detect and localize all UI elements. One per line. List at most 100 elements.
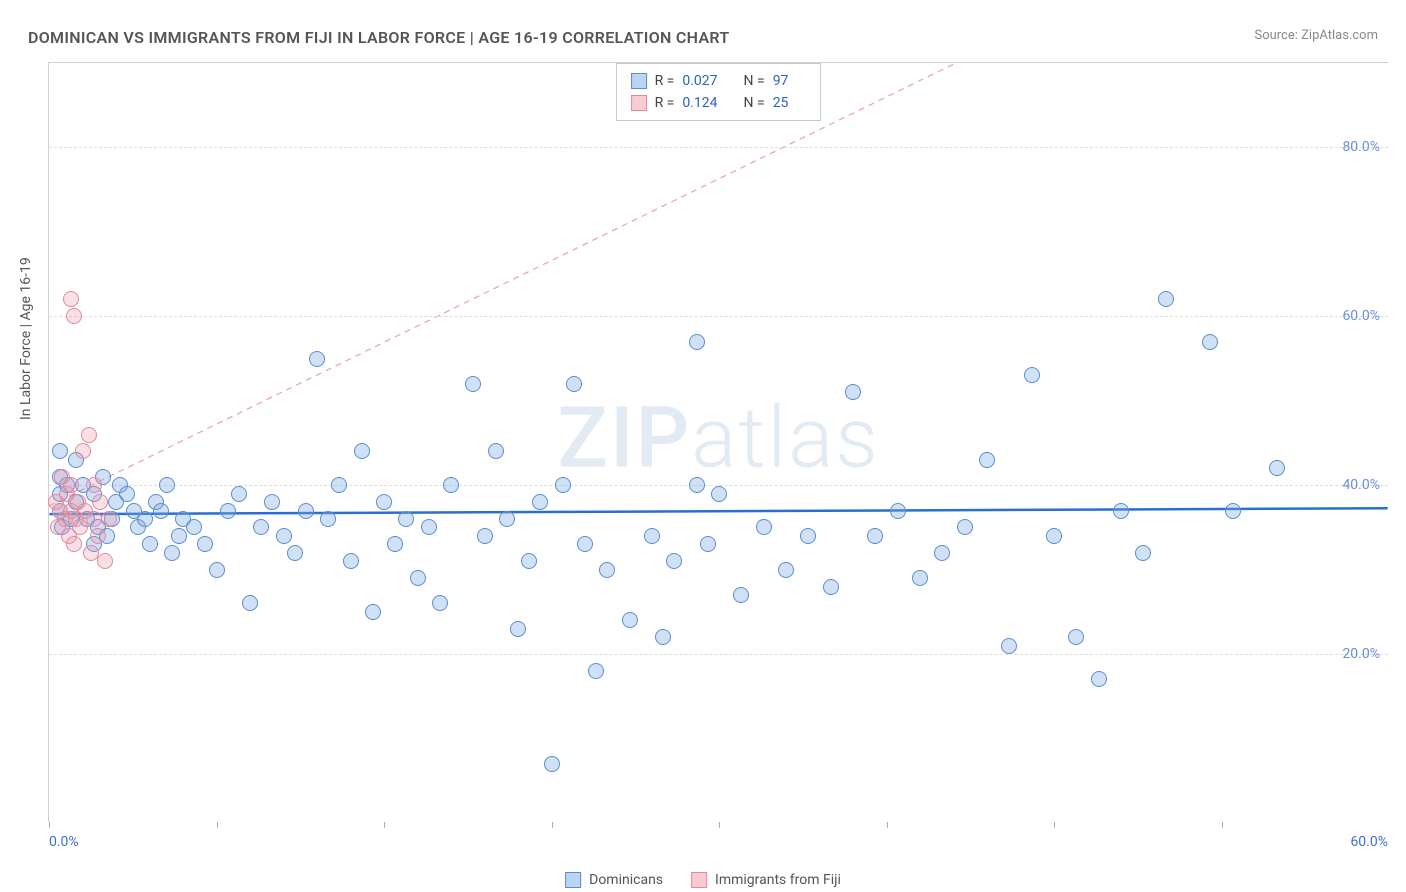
data-point xyxy=(510,621,526,637)
y-tick-label: 60.0% xyxy=(1342,308,1380,324)
legend-item: Dominicans xyxy=(565,872,663,888)
r-value: 0.124 xyxy=(682,92,717,114)
x-tick xyxy=(887,822,888,828)
data-point xyxy=(711,486,727,502)
data-point xyxy=(912,570,928,586)
data-point xyxy=(1269,460,1285,476)
data-point xyxy=(689,334,705,350)
data-point xyxy=(137,511,153,527)
data-point xyxy=(1225,503,1241,519)
data-point xyxy=(421,519,437,535)
data-point xyxy=(443,477,459,493)
data-point xyxy=(309,351,325,367)
data-point xyxy=(1113,503,1129,519)
data-point xyxy=(756,519,772,535)
data-point xyxy=(867,528,883,544)
stats-row: R = 0.124 N = 25 xyxy=(631,92,807,114)
data-point xyxy=(92,494,108,510)
data-point xyxy=(197,536,213,552)
data-point xyxy=(1001,638,1017,654)
data-point xyxy=(75,443,91,459)
data-point xyxy=(778,562,794,578)
legend-swatch xyxy=(631,73,647,89)
data-point xyxy=(320,511,336,527)
scatter-chart: ZIPatlas R =0.027N =97R =0.124N =25 20.0… xyxy=(48,62,1388,822)
data-point xyxy=(957,519,973,535)
data-point xyxy=(644,528,660,544)
data-point xyxy=(477,528,493,544)
data-point xyxy=(142,536,158,552)
data-point xyxy=(86,511,102,527)
data-point xyxy=(63,291,79,307)
y-tick-label: 20.0% xyxy=(1342,646,1380,662)
data-point xyxy=(521,553,537,569)
data-point xyxy=(86,477,102,493)
data-point xyxy=(253,519,269,535)
data-point xyxy=(231,486,247,502)
data-point xyxy=(97,553,113,569)
data-point xyxy=(1024,367,1040,383)
data-point xyxy=(276,528,292,544)
data-point xyxy=(63,477,79,493)
data-point xyxy=(432,595,448,611)
data-point xyxy=(410,570,426,586)
data-point xyxy=(387,536,403,552)
n-label: N = xyxy=(744,70,765,92)
data-point xyxy=(298,503,314,519)
r-value: 0.027 xyxy=(682,70,717,92)
stats-row: R =0.027N =97 xyxy=(631,70,807,92)
data-point xyxy=(376,494,392,510)
chart-title: DOMINICAN VS IMMIGRANTS FROM FIJI IN LAB… xyxy=(28,28,730,47)
x-tick xyxy=(217,822,218,828)
source-attribution: Source: ZipAtlas.com xyxy=(1254,28,1378,43)
legend-label: Immigrants from Fiji xyxy=(715,872,841,888)
data-point xyxy=(242,595,258,611)
data-point xyxy=(979,452,995,468)
watermark: ZIPatlas xyxy=(557,388,880,487)
data-point xyxy=(81,427,97,443)
data-point xyxy=(823,579,839,595)
data-point xyxy=(544,756,560,772)
data-point xyxy=(153,503,169,519)
data-point xyxy=(800,528,816,544)
legend-swatch xyxy=(631,95,647,111)
data-point xyxy=(90,528,106,544)
data-point xyxy=(159,477,175,493)
data-point xyxy=(365,604,381,620)
data-point xyxy=(101,511,117,527)
trend-lines xyxy=(49,63,1388,822)
data-point xyxy=(1202,334,1218,350)
data-point xyxy=(66,308,82,324)
correlation-stats-box: R =0.027N =97R =0.124N =25 xyxy=(616,63,822,121)
y-tick-label: 40.0% xyxy=(1342,477,1380,493)
data-point xyxy=(532,494,548,510)
n-value: 25 xyxy=(773,92,789,114)
data-point xyxy=(1068,629,1084,645)
data-point xyxy=(1135,545,1151,561)
data-point xyxy=(890,503,906,519)
x-tick xyxy=(49,822,50,828)
n-label: N = xyxy=(744,92,765,114)
data-point xyxy=(845,384,861,400)
data-point xyxy=(398,511,414,527)
x-tick xyxy=(384,822,385,828)
data-point xyxy=(164,545,180,561)
data-point xyxy=(264,494,280,510)
data-point xyxy=(689,477,705,493)
x-tick xyxy=(1222,822,1223,828)
y-axis-label: In Labor Force | Age 16-19 xyxy=(18,257,34,420)
data-point xyxy=(599,562,615,578)
gridline xyxy=(49,316,1388,317)
data-point xyxy=(1158,291,1174,307)
data-point xyxy=(186,519,202,535)
data-point xyxy=(171,528,187,544)
gridline xyxy=(49,654,1388,655)
x-tick xyxy=(552,822,553,828)
data-point xyxy=(733,587,749,603)
data-point xyxy=(655,629,671,645)
data-point xyxy=(209,562,225,578)
data-point xyxy=(555,477,571,493)
r-label: R = xyxy=(655,92,675,114)
data-point xyxy=(588,663,604,679)
legend-swatch xyxy=(565,872,581,888)
